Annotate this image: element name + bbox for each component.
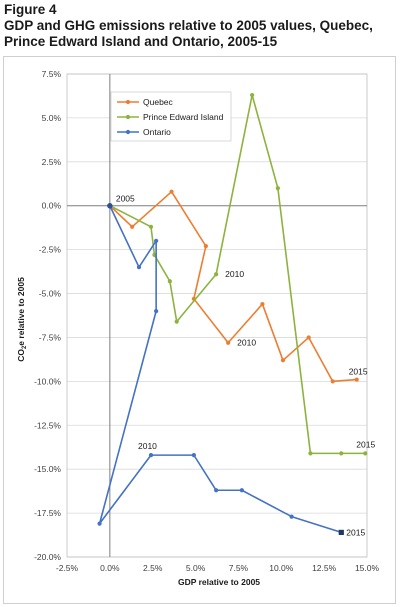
data-point-prince-edward-island-2012 — [275, 186, 280, 191]
y-tick-label: 5.0% — [42, 113, 62, 123]
y-axis-title: CO2e relative to 2005 — [16, 277, 28, 362]
x-tick-label: 5.0% — [186, 563, 206, 573]
data-point-ontario-2009 — [97, 521, 102, 526]
figure-title-line-1: GDP and GHG emissions relative to 2005 v… — [4, 18, 373, 33]
legend-marker-quebec — [125, 99, 131, 105]
data-point-ontario-2015 — [338, 529, 344, 536]
figure-label: Figure 4 — [4, 2, 57, 17]
x-tick-label: -2.5% — [56, 563, 79, 573]
year-annotations: 2005 2010 2010 2015 2015 2010 2015 — [116, 194, 376, 538]
data-point-quebec-2011 — [260, 301, 265, 307]
gridlines — [67, 73, 367, 558]
data-point-quebec-2013 — [306, 335, 311, 340]
y-tick-label: -7.5% — [39, 332, 62, 342]
year-label: 2005 — [116, 194, 135, 204]
legend-label-ontario: Ontario — [143, 127, 171, 137]
figure-title-line-2: Prince Edward Island and Ontario, 2005-1… — [4, 34, 278, 49]
x-tick-label: 15.0% — [355, 563, 380, 573]
year-label: 2015 — [349, 367, 368, 377]
y-tick-label: 2.5% — [42, 157, 62, 167]
data-point-quebec-2012 — [280, 358, 286, 363]
data-point-ontario-2005 — [107, 203, 113, 209]
year-label: 2010 — [225, 269, 244, 279]
y-tick-label: 0.0% — [42, 201, 62, 211]
y-tick-labels: 7.5% 5.0% 2.5% 0.0% -2.5% -5.0% -7.5% -10.0% -12… — [34, 69, 61, 562]
y-tick-label: -15.0% — [34, 464, 61, 474]
y-tick-label: -5.0% — [39, 289, 62, 299]
x-tick-label: 2.5% — [143, 563, 163, 573]
data-point-ontario-2013 — [239, 488, 244, 493]
data-point-prince-edward-island-2011 — [250, 92, 255, 98]
y-tick-label: -17.5% — [34, 508, 61, 518]
x-tick-labels: -2.5% 0.0% 2.5% 5.0% 7.5% 10.0% 12.5% 15.0% — [56, 563, 380, 573]
y-tick-label: 7.5% — [42, 69, 62, 79]
data-point-quebec-2015 — [354, 377, 359, 382]
plot-area-border — [66, 73, 368, 558]
series-ontario — [97, 203, 344, 536]
data-point-ontario-2006 — [136, 265, 142, 270]
data-point-quebec-2010 — [226, 340, 231, 345]
legend: Quebec Prince Edward Island Ontario — [110, 91, 232, 142]
y-axis-title-prefix: CO — [16, 349, 26, 362]
y-axis-title-subscript: 2 — [22, 345, 28, 349]
data-point-ontario-2008 — [154, 309, 159, 314]
data-point-quebec-2006 — [130, 224, 135, 229]
x-tick-label: 0.0% — [100, 563, 120, 573]
legend-marker-ontario — [125, 129, 131, 135]
data-point-prince-edward-island-2008 — [167, 279, 172, 284]
data-point-prince-edward-island-2013 — [308, 451, 313, 456]
data-point-prince-edward-island-2006 — [148, 224, 154, 229]
data-point-ontario-2012 — [214, 488, 219, 493]
chart-panel — [3, 56, 396, 604]
data-point-ontario-2007 — [154, 238, 159, 243]
series-line-quebec — [109, 190, 357, 383]
legend-marker-prince-edward-island — [125, 114, 131, 120]
x-tick-label: 10.0% — [269, 563, 294, 573]
year-label: 2010 — [237, 338, 256, 348]
year-label: 2010 — [138, 441, 157, 451]
y-axis-title-suffix: e relative to 2005 — [16, 277, 26, 346]
year-label: 2015 — [356, 439, 375, 449]
x-tick-label: 7.5% — [229, 563, 249, 573]
data-point-ontario-2014 — [289, 514, 294, 519]
y-tick-label: -12.5% — [34, 420, 61, 430]
y-tick-label: -2.5% — [39, 245, 62, 255]
x-axis-title: GDP relative to 2005 — [178, 577, 260, 587]
data-point-quebec-2014 — [330, 379, 335, 384]
y-tick-label: -10.0% — [34, 376, 61, 386]
figure-title: Figure 4 GDP and GHG emissions relative … — [4, 2, 396, 50]
data-point-quebec-2008 — [203, 244, 208, 249]
legend-label-quebec: Quebec — [143, 97, 174, 107]
data-point-prince-edward-island-2015 — [363, 451, 368, 456]
data-point-ontario-2010 — [148, 453, 154, 458]
legend-label-prince-edward-island: Prince Edward Island — [143, 112, 224, 122]
x-tick-label: 12.5% — [312, 563, 337, 573]
data-point-prince-edward-island-2010 — [214, 272, 219, 277]
data-point-quebec-2007 — [169, 189, 174, 194]
data-point-prince-edward-island-2009 — [174, 319, 179, 324]
data-point-ontario-2011 — [191, 453, 196, 458]
y-tick-label: -20.0% — [34, 552, 61, 562]
year-label: 2015 — [346, 527, 365, 537]
data-point-prince-edward-island-2014 — [339, 451, 344, 456]
